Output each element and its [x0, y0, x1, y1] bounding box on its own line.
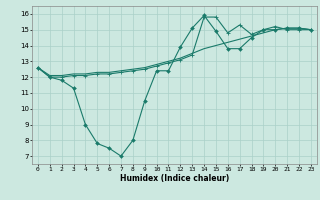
- X-axis label: Humidex (Indice chaleur): Humidex (Indice chaleur): [120, 174, 229, 183]
